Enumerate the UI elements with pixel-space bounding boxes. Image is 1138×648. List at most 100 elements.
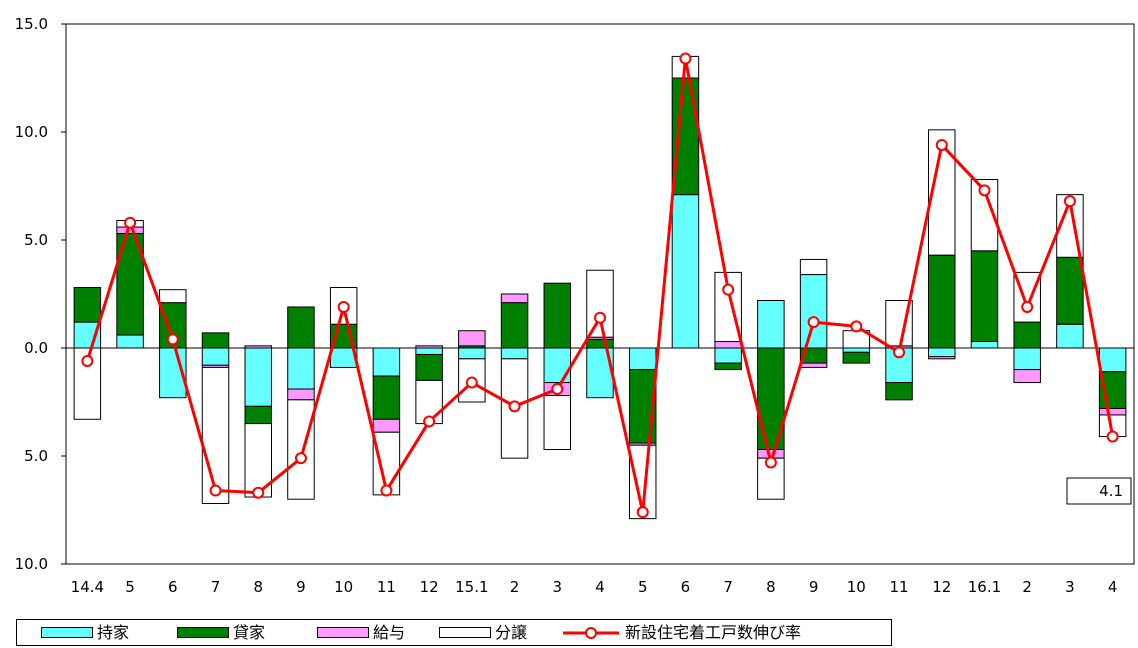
x-tick-label: 9 [296, 578, 306, 596]
bar-segment-3 [928, 356, 956, 360]
x-tick-label: 6 [681, 578, 691, 596]
bar-segment-1 [543, 347, 572, 384]
bar-segment-1 [628, 347, 657, 371]
bar-segment-2 [543, 282, 572, 349]
legend-swatch-company [317, 627, 369, 638]
growth-rate-point [1021, 300, 1034, 313]
x-tick-label: 12 [420, 578, 439, 596]
bar-segment-1 [116, 334, 144, 349]
legend-swatch-sale [439, 627, 491, 638]
legend: 持家 貸家 給与 分譲 新設住宅着工戸数伸び率 [16, 619, 892, 646]
bar-segment-4 [543, 395, 572, 451]
bar-segment-1 [970, 341, 999, 349]
bar-segment-2 [842, 351, 871, 364]
growth-rate-point [978, 184, 991, 197]
x-tick-label: 14.4 [71, 578, 104, 596]
bar-segment-1 [757, 299, 785, 349]
bar-segment-1 [1098, 347, 1127, 373]
growth-rate-point [722, 283, 735, 296]
growth-rate-point [893, 346, 906, 359]
bar-segment-1 [842, 347, 871, 353]
bar-segment-2 [885, 382, 913, 401]
y-axis: 15.0 10.0 5.0 0.0 5.0 10.0 [15, 15, 1135, 573]
bar-segment-4 [159, 289, 187, 304]
legend-label-owner: 持家 [97, 623, 130, 642]
bar-segment-2 [244, 405, 272, 425]
bar-segment-1 [714, 347, 742, 364]
x-tick-label: 2 [1022, 578, 1032, 596]
growth-rate-point [294, 452, 307, 465]
bar-segment-1 [1013, 347, 1041, 371]
chart: 15.0 10.0 5.0 0.0 5.0 10.0 14.4 5 6 7 8 9 10 11 12 15.… [15, 15, 1135, 596]
x-tick-label: 3 [1065, 578, 1075, 596]
x-tick-label: 4 [1108, 578, 1118, 596]
growth-rate-point [1063, 195, 1076, 208]
bar-segment-2 [928, 254, 956, 349]
bar-segment-2 [970, 250, 999, 343]
bar-segment-3 [799, 362, 828, 368]
legend-label-growth: 新設住宅着工戸数伸び率 [625, 623, 802, 642]
legend-label-sale: 分譲 [495, 623, 528, 642]
legend-swatch-owner [41, 627, 93, 638]
annotation-box [1066, 477, 1132, 505]
x-tick-label: 11 [377, 578, 396, 596]
bar-segment-2 [671, 77, 700, 196]
bar-segment-4 [244, 423, 272, 498]
bar-segment-4 [586, 269, 614, 338]
bar-segment-3 [714, 341, 742, 349]
x-tick-label: 7 [723, 578, 733, 596]
legend-line-growth [563, 627, 619, 639]
legend-label-rental: 貸家 [233, 623, 266, 642]
bar-segment-4 [799, 258, 828, 276]
x-tick-label: 12 [932, 578, 951, 596]
x-tick-label: 16.1 [968, 578, 1001, 596]
bar-segment-4 [201, 366, 230, 505]
bar-segment-1 [928, 347, 956, 358]
growth-rate-point [850, 320, 863, 333]
growth-rate-point [124, 216, 137, 229]
bar-segment-3 [1013, 369, 1041, 384]
bars [66, 55, 1134, 520]
bar-segment-1 [201, 347, 230, 366]
growth-rate-point [166, 333, 179, 346]
x-tick-label: 11 [889, 578, 908, 596]
x-tick-label: 8 [766, 578, 776, 596]
growth-rate-point [935, 138, 948, 151]
bar-segment-1 [1056, 323, 1084, 349]
bar-segment-2 [714, 362, 742, 371]
x-tick-label: 6 [168, 578, 178, 596]
growth-rate-point [252, 486, 265, 499]
growth-rate-point [1106, 430, 1119, 443]
bar-segment-4 [372, 431, 401, 496]
bar-segment-4 [287, 399, 315, 500]
growth-rate-point [764, 456, 777, 469]
bar-segment-2 [372, 375, 401, 420]
bar-segment-1 [458, 347, 486, 360]
bar-segment-3 [372, 418, 401, 433]
x-tick-label: 10 [334, 578, 353, 596]
x-tick-label: 10 [847, 578, 866, 596]
legend-swatch-rental [177, 627, 229, 638]
bar-segment-1 [372, 347, 401, 377]
bar-segment-1 [500, 347, 529, 360]
bar-segment-2 [287, 306, 315, 349]
bar-segment-2 [415, 353, 443, 381]
y-tick-label: 10.0 [15, 123, 48, 141]
growth-rate-point [807, 316, 820, 329]
x-tick-label: 4 [595, 578, 605, 596]
growth-rate-point [380, 484, 393, 497]
growth-rate-point [679, 52, 692, 65]
x-tick-label: 9 [809, 578, 819, 596]
growth-rate-point [209, 484, 222, 497]
y-tick-label: 0.0 [24, 339, 48, 357]
bar-segment-2 [201, 332, 230, 349]
bar-segment-3 [458, 330, 486, 347]
bar-segment-2 [586, 338, 614, 349]
growth-rate-point [337, 300, 350, 313]
bar-segment-3 [500, 293, 529, 304]
y-tick-label: 15.0 [15, 15, 48, 33]
bar-segment-3 [287, 388, 315, 401]
bar-segment-1 [287, 347, 315, 390]
growth-rate-point [508, 400, 521, 413]
bar-segment-1 [671, 194, 700, 349]
